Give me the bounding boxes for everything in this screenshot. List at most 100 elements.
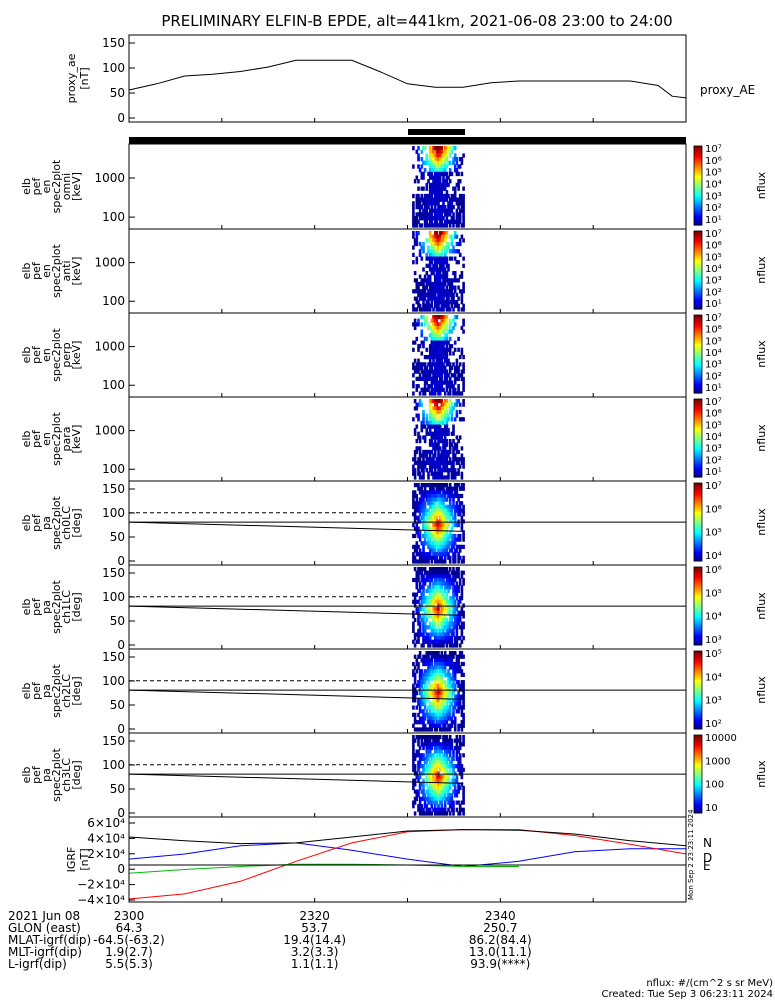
heatmap-cell — [412, 193, 415, 199]
heatmap-cell — [452, 574, 455, 579]
heatmap-cell — [460, 289, 464, 294]
colorbar-step — [694, 529, 702, 533]
heatmap-cell — [425, 577, 429, 583]
heatmap-cell — [432, 376, 435, 381]
y-tick-label: 100 — [102, 758, 125, 772]
heatmap-cell — [432, 336, 435, 341]
heatmap-cell — [418, 475, 422, 480]
colorbar-step — [694, 760, 702, 763]
colorbar-step — [694, 240, 702, 244]
colorbar-step — [694, 467, 702, 470]
heatmap-cell — [437, 625, 440, 630]
heatmap-cell — [443, 431, 447, 436]
heatmap-cell — [440, 807, 444, 812]
heatmap-cell — [458, 504, 462, 509]
colorbar-step — [694, 271, 702, 275]
heatmap-cell — [412, 303, 415, 308]
heatmap-cell — [415, 289, 419, 294]
colorbar-step — [694, 535, 702, 539]
heatmap-cell — [447, 208, 450, 213]
heatmap-cell — [440, 548, 444, 553]
heatmap-cell — [457, 204, 460, 210]
heatmap-cell — [447, 698, 450, 703]
heatmap-cell — [443, 417, 447, 422]
heatmap-cell — [418, 453, 422, 458]
heatmap-cell — [450, 475, 454, 480]
y-axis-label-line: [deg] — [70, 592, 83, 621]
heatmap-cell — [445, 263, 449, 268]
y-axis-label-line: [deg] — [70, 508, 83, 537]
heatmap-cell — [435, 271, 439, 276]
heatmap-cell — [460, 621, 464, 626]
heatmap-cell — [427, 672, 430, 677]
heatmap-cell — [420, 804, 424, 809]
heatmap-cell — [438, 457, 442, 462]
colorbar-step — [694, 352, 702, 355]
heatmap-cell — [438, 168, 442, 173]
heatmap-cell — [442, 340, 445, 345]
grf-series-E — [128, 863, 519, 874]
heatmap-cell — [430, 175, 434, 180]
heatmap-cell — [433, 380, 437, 385]
colorbar-step — [694, 191, 702, 194]
heatmap-cell — [453, 570, 457, 575]
heatmap-cell — [427, 767, 430, 772]
colorbar-tick-label: 10³ — [705, 360, 722, 371]
heatmap-cell — [412, 208, 415, 213]
colorbar-step — [694, 811, 702, 814]
heatmap-cell — [445, 303, 449, 308]
heatmap-cell — [443, 318, 447, 323]
heatmap-cell — [455, 168, 459, 173]
heatmap-cell — [442, 530, 445, 535]
heatmap-cell — [442, 175, 445, 180]
heatmap-cell — [433, 533, 437, 539]
heatmap-cell — [430, 406, 434, 411]
heatmap-cell — [438, 687, 442, 692]
heatmap-cell — [432, 785, 435, 791]
heatmap-cell — [433, 665, 437, 670]
heatmap-cell — [460, 628, 464, 633]
heatmap-cell — [457, 709, 460, 714]
colorbar-step — [694, 709, 702, 712]
heatmap-cell — [440, 325, 444, 331]
heatmap-cell — [435, 285, 439, 290]
heatmap-cell — [412, 800, 415, 805]
heatmap-cell — [428, 570, 432, 575]
heatmap-cell — [430, 574, 434, 579]
heatmap-cell — [437, 216, 440, 221]
heatmap-cell — [423, 559, 427, 564]
heatmap-cell — [417, 468, 420, 473]
heatmap-cell — [450, 796, 454, 801]
heatmap-cell — [437, 614, 440, 619]
heatmap-cell — [445, 592, 449, 597]
heatmap-cell — [437, 453, 440, 458]
heatmap-cell — [457, 457, 460, 462]
colorbar-step — [694, 656, 702, 660]
heatmap-cell — [442, 745, 445, 751]
heatmap-cell — [460, 171, 464, 177]
heatmap-cell — [450, 460, 454, 465]
colorbar-step — [694, 682, 702, 685]
heatmap-cell — [418, 701, 422, 707]
heatmap-cell — [445, 256, 449, 261]
heatmap-cell — [430, 387, 434, 392]
colorbar-tick-label: 10¹ — [705, 383, 722, 394]
colorbar-tick-label: 10⁴ — [705, 551, 722, 562]
heatmap-cell — [420, 632, 424, 637]
heatmap-cell — [430, 512, 434, 517]
y-tick-label: 0 — [117, 806, 125, 820]
heatmap-cell — [412, 592, 415, 597]
heatmap-cell — [448, 457, 452, 462]
heatmap-cell — [437, 435, 440, 440]
heatmap-cell — [443, 567, 447, 572]
heatmap-cell — [435, 336, 439, 341]
heatmap-cell — [442, 793, 445, 798]
heatmap-cell — [440, 760, 444, 765]
heatmap-cell — [460, 570, 464, 575]
heatmap-cell — [437, 457, 440, 462]
heatmap-cell — [453, 347, 457, 352]
heatmap-cell — [452, 428, 455, 433]
heatmap-cell — [438, 614, 442, 619]
heatmap-cell — [452, 515, 455, 520]
